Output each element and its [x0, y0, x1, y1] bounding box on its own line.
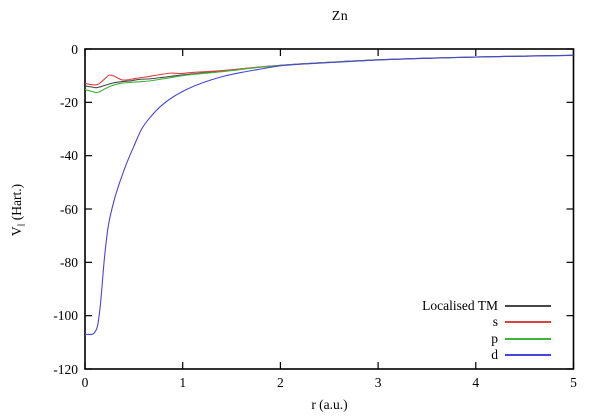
legend-label: Localised TM [422, 298, 498, 314]
legend-line-sample [505, 305, 551, 308]
y-axis-label: Vl (Hart.) [9, 183, 28, 237]
x-tick-label: 1 [179, 375, 187, 390]
curve-s [84, 54, 574, 86]
y-tick-label: -20 [60, 94, 78, 110]
y-tick-label: -120 [53, 361, 78, 377]
legend: Localised TM s p d [422, 298, 551, 363]
y-tick-label: -80 [60, 254, 78, 270]
curve-d [84, 54, 574, 336]
curve-p [84, 54, 574, 94]
legend-label: p [491, 330, 498, 346]
x-tick-label: 0 [81, 375, 89, 390]
legend-entry-p: p [422, 331, 551, 347]
x-tick-label: 4 [472, 375, 480, 390]
x-tick-label: 3 [374, 375, 382, 390]
legend-entry-localised-tm: Localised TM [422, 298, 551, 314]
x-tick-label: 5 [570, 375, 577, 390]
legend-label: s [492, 314, 498, 330]
legend-line-sample [505, 337, 551, 340]
legend-line-sample [505, 354, 551, 357]
y-tick-label: -60 [60, 201, 78, 217]
chart-title: Zn [331, 9, 349, 24]
legend-entry-s: s [422, 314, 551, 330]
y-tick-label: -100 [53, 308, 78, 324]
y-tick-label: -40 [60, 148, 78, 164]
x-tick-label: 2 [277, 375, 284, 390]
x-axis-label: r (a.u.) [311, 397, 348, 412]
legend-line-sample [505, 321, 551, 324]
y-tick-label: 0 [71, 41, 78, 57]
legend-label: d [491, 347, 498, 363]
curve-localised-tm [84, 54, 574, 89]
legend-entry-d: d [422, 347, 551, 363]
